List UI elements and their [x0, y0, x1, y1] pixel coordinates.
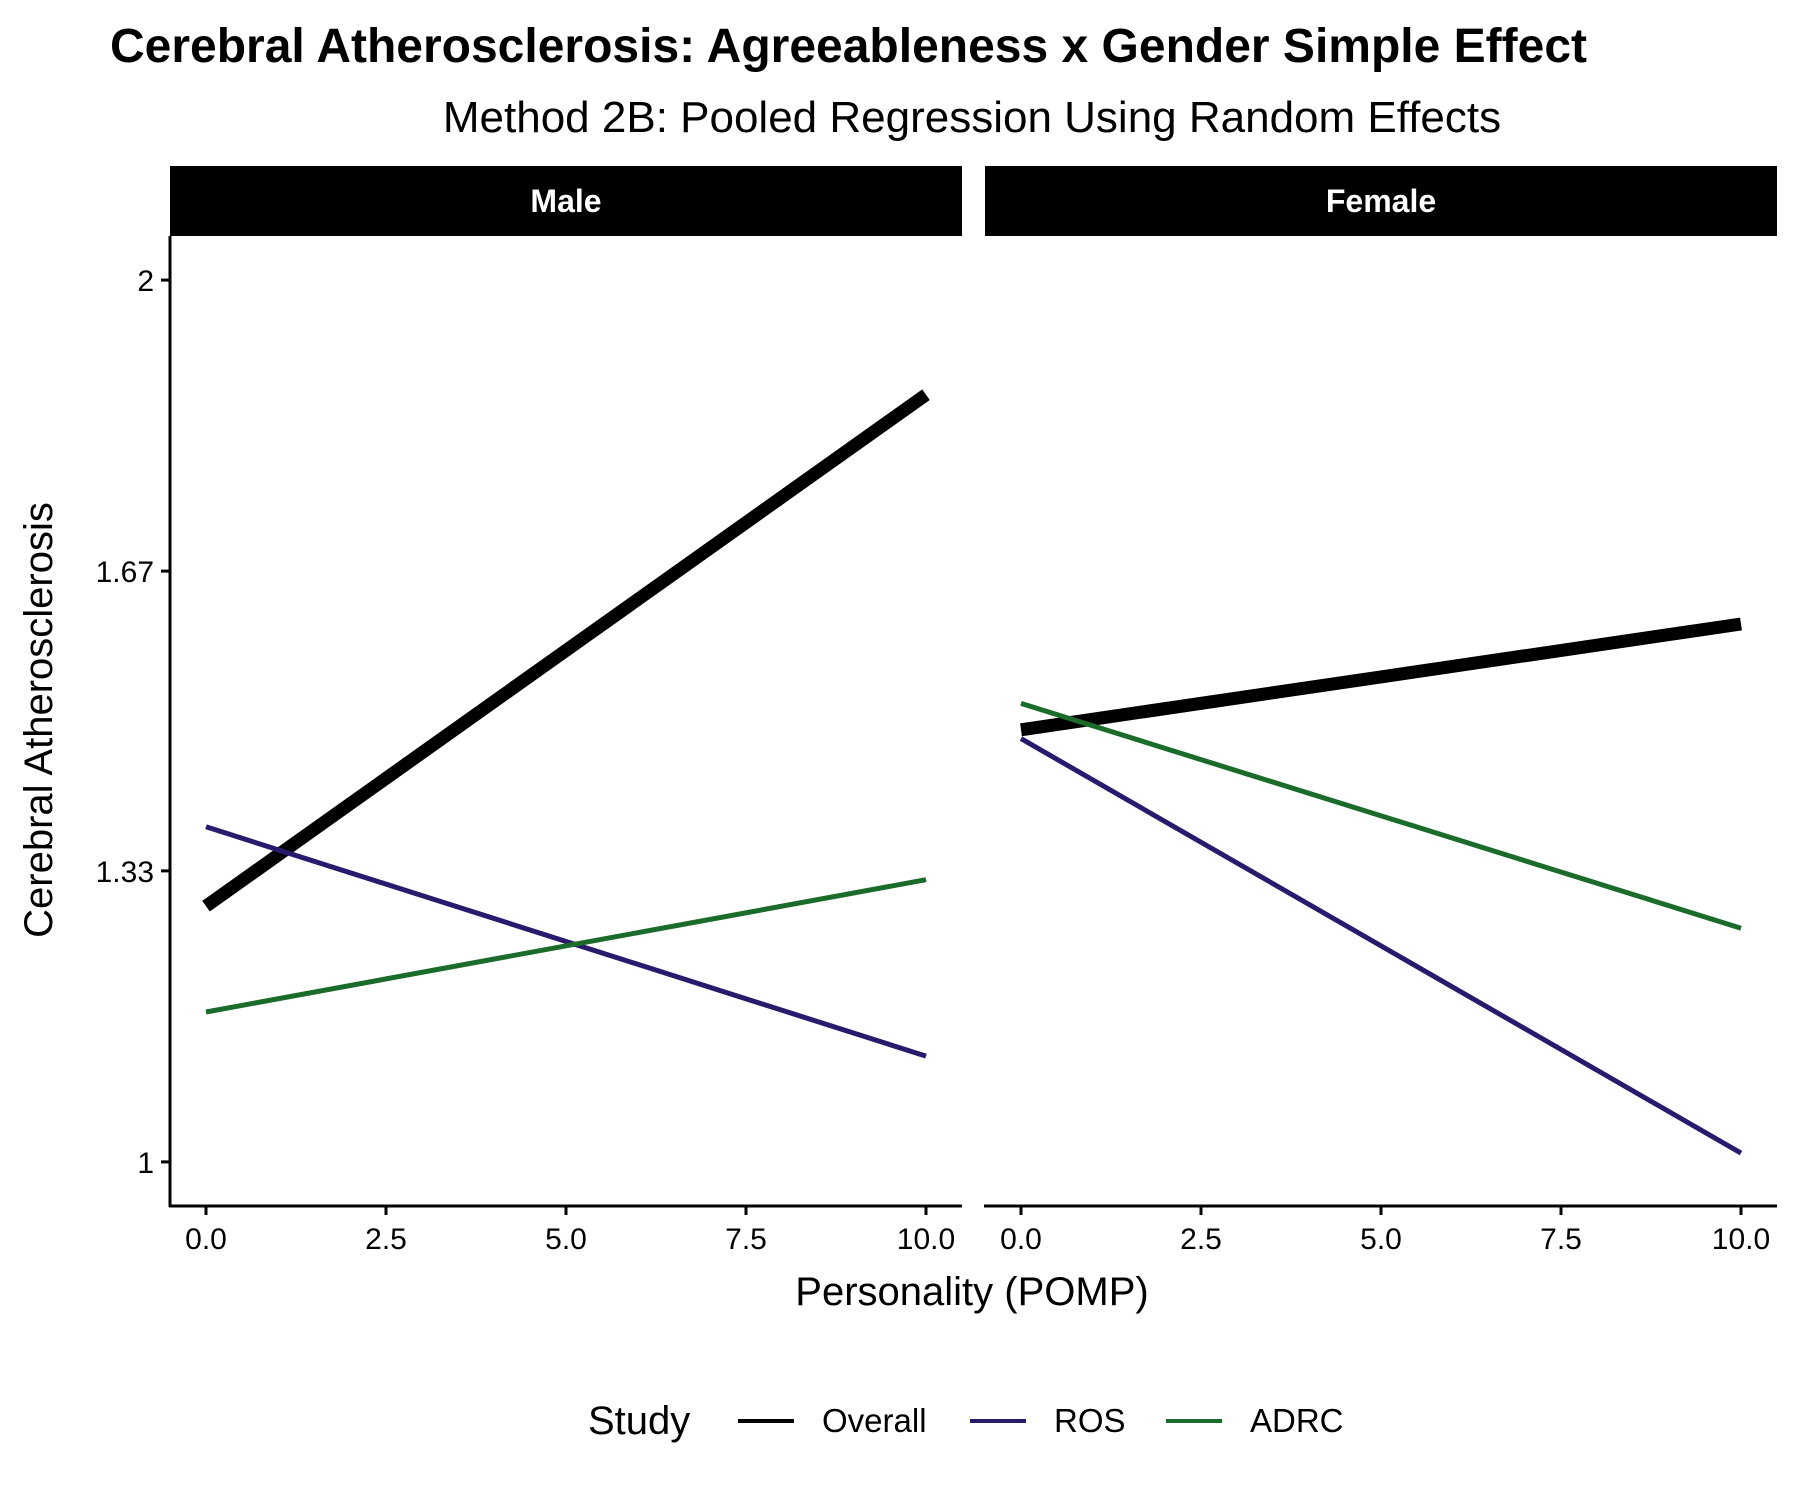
facet-strip [170, 166, 962, 236]
chart-subtitle: Method 2B: Pooled Regression Using Rando… [443, 93, 1501, 142]
x-tick-label: 10.0 [1712, 1223, 1770, 1256]
series-line-ros [1019, 736, 1743, 1156]
x-tick-label: 0.0 [185, 1223, 227, 1256]
x-tick-label: 7.5 [1540, 1223, 1582, 1256]
x-tick-label: 5.0 [545, 1223, 587, 1256]
legend-item-ros: ROS [970, 1402, 1126, 1439]
series-line-adrc [205, 877, 927, 1015]
x-tick-label: 10.0 [897, 1223, 955, 1256]
facet-strip [985, 166, 1777, 236]
legend-items: Overall ROS ADRC [738, 1402, 1344, 1439]
series-line-adrc [1020, 701, 1742, 931]
series-line-overall [202, 389, 930, 912]
series-line-overall [1020, 617, 1742, 737]
x-tick-label: 5.0 [1360, 1223, 1402, 1256]
x-tick-label: 7.5 [725, 1223, 767, 1256]
x-tick-label: 0.0 [1000, 1223, 1042, 1256]
panel-male: Male 1 1.33 1.67 2 0.0 2.5 5.0 7.5 10.0 [96, 166, 962, 1256]
y-tick-label: 1 [137, 1147, 154, 1180]
legend-item-adrc: ADRC [1166, 1402, 1344, 1439]
legend: Study Overall ROS ADRC [588, 1399, 1344, 1443]
panels: Male 1 1.33 1.67 2 0.0 2.5 5.0 7.5 10.0 Female 0.0 2… [96, 166, 1777, 1256]
facet-label: Male [530, 183, 601, 219]
facet-label: Female [1326, 183, 1436, 219]
legend-label: ADRC [1250, 1402, 1344, 1439]
x-tick-label: 2.5 [365, 1223, 407, 1256]
chart-title: Cerebral Atherosclerosis: Agreeableness … [110, 20, 1587, 73]
x-tick-label: 2.5 [1180, 1223, 1222, 1256]
legend-item-overall: Overall [738, 1402, 927, 1439]
legend-label: ROS [1054, 1402, 1126, 1439]
y-tick-label: 1.33 [96, 856, 154, 889]
panel-female: Female 0.0 2.5 5.0 7.5 10.0 [984, 166, 1777, 1256]
series-line-ros [205, 824, 927, 1059]
y-tick-label: 1.67 [96, 556, 154, 589]
y-axis-title: Cerebral Atherosclerosis [17, 502, 61, 938]
legend-title: Study [588, 1399, 690, 1443]
legend-label: Overall [822, 1402, 927, 1439]
x-axis-title: Personality (POMP) [795, 1270, 1148, 1314]
y-tick-label: 2 [137, 265, 154, 298]
